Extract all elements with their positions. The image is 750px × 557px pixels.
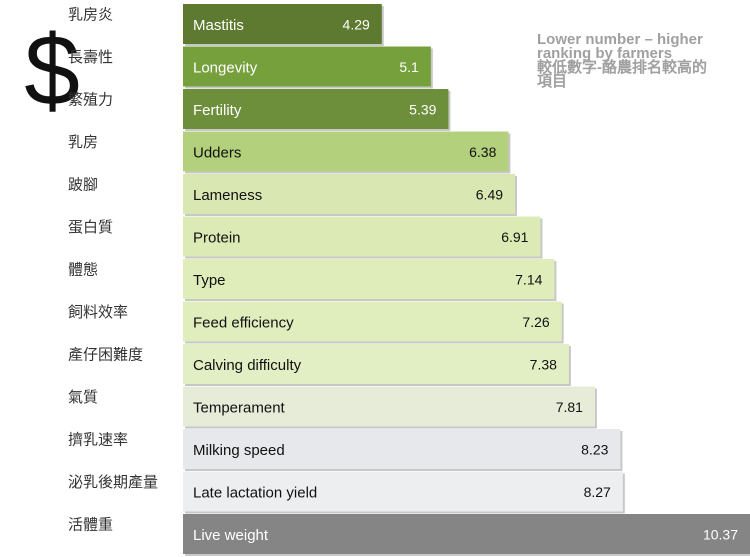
chinese-label: 氣質 bbox=[68, 388, 98, 406]
value-label: 7.26 bbox=[522, 314, 549, 330]
value-label: 4.29 bbox=[343, 17, 370, 33]
category-label: Milking speed bbox=[193, 442, 285, 459]
bar bbox=[183, 89, 449, 129]
annotation: Lower number – higher bbox=[537, 31, 703, 48]
value-label: 5.39 bbox=[409, 102, 436, 118]
value-label: 7.14 bbox=[515, 272, 542, 288]
bar bbox=[183, 301, 562, 342]
chinese-label: 泌乳後期產量 bbox=[68, 474, 158, 491]
category-label: Longevity bbox=[193, 59, 258, 76]
annotation: 較低數字-酪農排名較高的 bbox=[537, 58, 707, 76]
category-label: Calving difficulty bbox=[193, 357, 302, 374]
value-label: 6.38 bbox=[469, 144, 496, 160]
bar bbox=[183, 471, 623, 512]
chinese-label: 飼料效率 bbox=[68, 304, 128, 321]
category-label: Temperament bbox=[193, 399, 286, 416]
bar bbox=[183, 216, 541, 257]
chinese-label: 繁殖力 bbox=[68, 91, 113, 108]
bar bbox=[183, 174, 516, 214]
bar bbox=[183, 429, 621, 469]
chinese-label: 跛腳 bbox=[68, 176, 98, 193]
value-label: 8.27 bbox=[584, 484, 611, 500]
chinese-label: 乳房炎 bbox=[68, 6, 113, 23]
category-label: Type bbox=[193, 272, 226, 289]
bar bbox=[183, 386, 595, 427]
chinese-label: 擠乳速率 bbox=[68, 431, 128, 448]
dollar-symbol: $ bbox=[24, 14, 80, 126]
value-label: 7.38 bbox=[530, 357, 557, 373]
category-label: Feed efficiency bbox=[193, 314, 294, 331]
bar bbox=[183, 46, 431, 87]
chinese-label: 體態 bbox=[68, 261, 98, 278]
category-label: Mastitis bbox=[193, 17, 244, 34]
bar bbox=[183, 344, 569, 384]
bar bbox=[183, 4, 382, 44]
category-label: Protein bbox=[193, 229, 241, 246]
category-label: Late lactation yield bbox=[193, 484, 317, 501]
bar bbox=[183, 259, 555, 299]
category-label: Live weight bbox=[193, 527, 269, 544]
chinese-label: 乳房 bbox=[68, 134, 98, 151]
chinese-label: 產仔困難度 bbox=[68, 346, 143, 363]
value-label: 5.1 bbox=[399, 59, 419, 75]
value-label: 10.37 bbox=[703, 527, 738, 543]
category-label: Udders bbox=[193, 144, 241, 161]
chinese-label: 長壽性 bbox=[68, 49, 113, 66]
annotation: ranking by farmers bbox=[537, 45, 672, 62]
chinese-label: 活體重 bbox=[68, 516, 113, 533]
annotation: 項目 bbox=[537, 73, 567, 90]
bar bbox=[183, 514, 750, 554]
chinese-label: 蛋白質 bbox=[68, 218, 113, 236]
value-label: 8.23 bbox=[581, 442, 608, 458]
value-label: 6.91 bbox=[501, 229, 528, 245]
bar bbox=[183, 131, 509, 172]
category-label: Lameness bbox=[193, 187, 262, 204]
value-label: 6.49 bbox=[476, 187, 503, 203]
category-label: Fertility bbox=[193, 102, 242, 119]
value-label: 7.81 bbox=[556, 399, 583, 415]
